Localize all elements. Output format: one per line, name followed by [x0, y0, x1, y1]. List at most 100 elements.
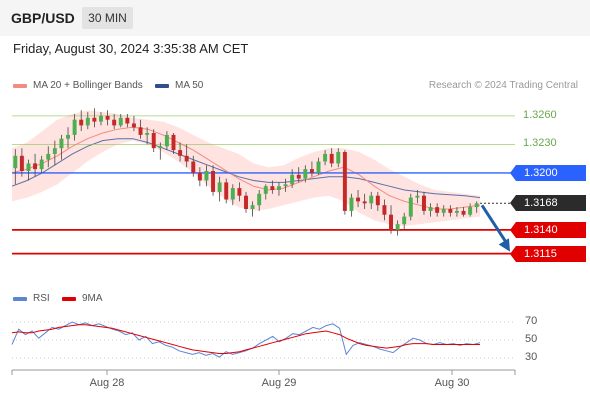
- candle-body: [125, 117, 130, 124]
- candles-layer: [13, 108, 479, 236]
- legend-9ma: 9MA: [62, 293, 103, 304]
- ma20-label: MA 20 + Bollinger Bands: [33, 80, 143, 91]
- rsi-swatch: [13, 296, 27, 301]
- moving-average-layer: [11, 126, 481, 210]
- candle-body: [250, 205, 255, 209]
- level-lines-layer: [12, 115, 515, 255]
- last-price-tag-text: 1.3168: [524, 197, 558, 210]
- candle-body: [158, 146, 163, 149]
- candle-body: [270, 186, 275, 190]
- candle-body: [145, 133, 150, 135]
- ma50-label: MA 50: [175, 80, 204, 91]
- candle-body: [217, 182, 222, 192]
- candle-body: [421, 195, 426, 211]
- ma9-swatch: [62, 296, 76, 301]
- candle-body: [164, 134, 169, 147]
- ma20-line: [11, 126, 481, 210]
- last-price-tag: 1.3168: [510, 195, 586, 212]
- forecast-arrow-layer: [480, 204, 510, 252]
- candle-body: [92, 117, 97, 122]
- candle-body: [178, 150, 183, 156]
- candle-body: [468, 207, 473, 215]
- candle-body: [382, 205, 387, 215]
- candle-body: [52, 148, 57, 154]
- candle-body: [441, 209, 446, 213]
- x-tick-label: Aug 28: [89, 377, 125, 389]
- candle-body: [395, 224, 400, 230]
- candle-body: [59, 138, 64, 149]
- candle-body: [112, 119, 117, 126]
- support-tag-text: 1.3115: [524, 247, 557, 260]
- candle-body: [435, 207, 440, 213]
- candle-body: [408, 197, 413, 217]
- candle-body: [356, 197, 361, 202]
- candle-body: [85, 117, 90, 126]
- resistance-tag: 1.3200: [510, 164, 586, 181]
- candle-body: [244, 195, 248, 209]
- candle-body: [230, 188, 235, 200]
- candle-body: [362, 201, 367, 204]
- candle-body: [303, 169, 308, 179]
- support-tag: 1.3140: [510, 221, 586, 238]
- rsi-tick-label: 50: [525, 333, 538, 345]
- candle-body: [349, 197, 354, 211]
- candle-body: [369, 195, 374, 204]
- chart-header: GBP/USD 30 MIN: [0, 0, 590, 36]
- candle-body: [283, 184, 288, 187]
- forecast-arrow-shaft: [480, 204, 509, 245]
- candle-body: [415, 195, 420, 198]
- candle-body: [99, 115, 103, 122]
- candle-body: [197, 172, 202, 181]
- candle-body: [204, 171, 209, 181]
- candle-body: [402, 216, 407, 225]
- candle-body: [66, 134, 71, 139]
- x-tick-label: Aug 30: [434, 377, 470, 389]
- target-level-label: 1.3260: [523, 108, 557, 121]
- candle-body: [316, 161, 321, 173]
- legend-ma50: MA 50: [155, 80, 203, 91]
- candle-body: [46, 153, 51, 160]
- credit-text: Research © 2024 Trading Central: [428, 80, 578, 91]
- timeframe-badge[interactable]: 30 MIN: [82, 7, 133, 29]
- candle-body: [448, 209, 453, 213]
- candle-body: [211, 171, 216, 192]
- ma50-swatch: [155, 83, 169, 88]
- candle-body: [19, 155, 24, 171]
- candle-body: [428, 207, 433, 211]
- candle-body: [79, 119, 84, 126]
- candle-body: [171, 134, 176, 151]
- candle-body: [72, 119, 77, 135]
- candle-body: [454, 210, 459, 213]
- support-tag-text: 1.3140: [524, 223, 558, 236]
- candle-body: [290, 174, 295, 185]
- rsi-layer: [11, 321, 515, 359]
- resistance-tag-text: 1.3200: [524, 166, 558, 179]
- x-tick-label: Aug 29: [261, 377, 297, 389]
- legend-rsi: RSI: [13, 293, 50, 304]
- candle-body: [118, 117, 123, 126]
- support-tag: 1.3115: [510, 245, 586, 262]
- candle-body: [323, 153, 328, 162]
- candle-body: [13, 155, 18, 169]
- candle-body: [26, 163, 31, 171]
- candle-body: [342, 152, 347, 211]
- candle-body: [237, 188, 242, 196]
- candle-body: [184, 155, 189, 162]
- ma9-label: 9MA: [82, 293, 103, 304]
- rsi-line: [11, 321, 481, 358]
- legend-ma20: MA 20 + Bollinger Bands: [13, 80, 143, 91]
- candle-body: [131, 123, 136, 128]
- candle-body: [329, 153, 334, 164]
- rsi-tick-label: 70: [525, 315, 538, 327]
- candle-body: [276, 186, 281, 190]
- candle-body: [151, 133, 156, 149]
- candle-body: [263, 186, 268, 194]
- candle-body: [309, 169, 314, 173]
- forecast-arrowhead: [498, 238, 510, 252]
- candle-body: [474, 203, 479, 208]
- target-level-label: 1.3230: [523, 137, 557, 150]
- candle-body: [105, 115, 110, 120]
- axis-layer: [11, 369, 516, 375]
- symbol-label: GBP/USD: [11, 10, 75, 26]
